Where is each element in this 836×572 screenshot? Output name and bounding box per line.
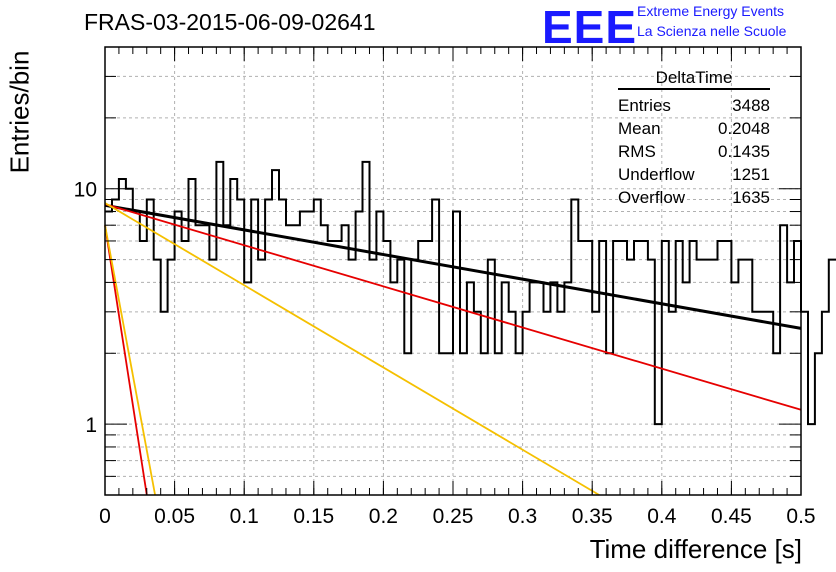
x-tick-label: 0.35 xyxy=(572,505,613,528)
x-tick-label: 0.05 xyxy=(154,505,195,528)
y-tick-label: 1 xyxy=(85,414,97,437)
fit-lines-layer xyxy=(104,202,802,496)
stats-row: Mean 0.2048 xyxy=(612,117,776,140)
x-tick-label: 0.1 xyxy=(230,505,259,528)
stats-label: Underflow xyxy=(618,165,695,184)
brand-line-2: La Scienza nelle Scuole xyxy=(637,23,787,39)
brand-line-1: Extreme Energy Events xyxy=(637,3,785,19)
fit-line xyxy=(104,203,802,330)
stats-label: Overflow xyxy=(618,188,686,207)
x-tick-label: 0.4 xyxy=(647,505,677,528)
y-axis-label: Entries/bin xyxy=(4,50,35,174)
stats-row: Entries 3488 xyxy=(612,94,776,117)
stats-label: Entries xyxy=(618,96,671,115)
stats-value: 0.2048 xyxy=(718,119,770,138)
stats-value: 1635 xyxy=(732,188,770,207)
axis-tick-labels: 0 0.05 0.1 0.15 0.2 0.25 0.3 0.35 0.4 0.45 0.5 1 10 xyxy=(74,179,816,528)
stats-value: 0.1435 xyxy=(718,142,770,161)
chart-title: FRAS-03-2015-06-09-02641 xyxy=(84,9,376,35)
eee-logo: EEE xyxy=(542,1,638,53)
stats-label: RMS xyxy=(618,142,656,161)
x-tick-label: 0.45 xyxy=(711,505,752,528)
stats-box: DeltaTime Entries 3488 Mean 0.2048 RMS 0.14… xyxy=(612,68,776,209)
stats-value: 3488 xyxy=(732,96,770,115)
axis-ticks xyxy=(104,46,802,496)
fit-line xyxy=(104,202,600,496)
fit-line xyxy=(104,225,148,496)
x-tick-label: 0.2 xyxy=(369,505,398,528)
x-axis-label: Time difference [s] xyxy=(589,534,802,564)
histogram-steps xyxy=(105,160,836,426)
fit-line xyxy=(104,225,156,496)
x-tick-label: 0.3 xyxy=(508,505,537,528)
fit-line xyxy=(104,203,802,411)
x-tick-label: 0 xyxy=(99,505,111,528)
stats-row: Overflow 1635 xyxy=(612,186,776,209)
x-tick-label: 0.15 xyxy=(293,505,334,528)
stats-title: DeltaTime xyxy=(618,68,770,90)
stats-row: Underflow 1251 xyxy=(612,163,776,186)
stats-label: Mean xyxy=(618,119,661,138)
x-tick-label: 0.5 xyxy=(786,505,815,528)
stats-row: RMS 0.1435 xyxy=(612,140,776,163)
histogram-layer xyxy=(105,160,836,426)
x-tick-label: 0.25 xyxy=(433,505,474,528)
stats-value: 1251 xyxy=(732,165,770,184)
y-tick-label: 10 xyxy=(74,179,97,202)
